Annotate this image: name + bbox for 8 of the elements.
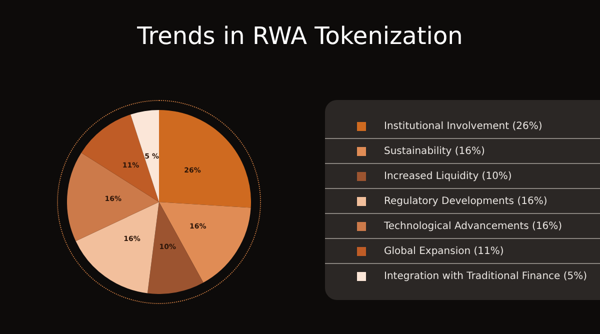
legend-label: Global Expansion (11%) xyxy=(384,246,504,256)
legend-label: Increased Liquidity (10%) xyxy=(384,170,512,182)
legend-label: Technological Advancements (16%) xyxy=(384,220,562,232)
legend-label: Integration with Traditional Finance (5%) xyxy=(384,271,588,282)
legend-label: Regulatory Developments (16%) xyxy=(384,196,548,206)
legend-label: Institutional Involvement (26%) xyxy=(384,120,542,132)
chart-title: Trends in RWA Tokenization xyxy=(136,22,464,50)
legend-label: Sustainability (16%) xyxy=(384,146,485,156)
